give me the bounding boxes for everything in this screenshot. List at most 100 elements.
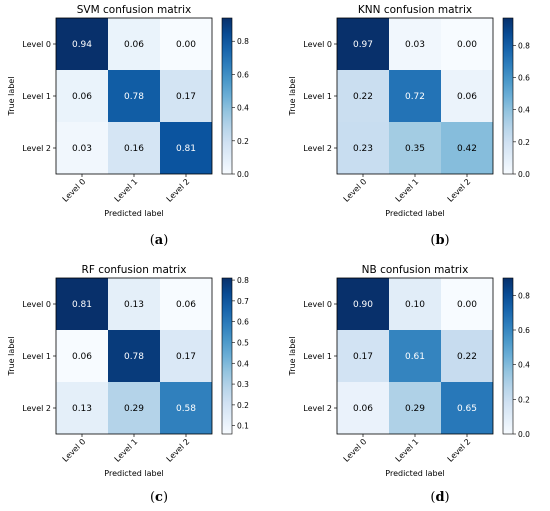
heatmap-cell-r0-c2 [160,278,212,330]
heatmap-cell-r0-c0 [337,18,389,70]
colorbar [502,17,514,175]
cell-value-label-r2-c0: 0.06 [353,404,373,414]
cell-value-label-r1-c2: 0.17 [176,352,196,362]
heatmap-cell-r0-c2 [441,18,493,70]
x-tick-label-0: Level 0 [61,177,88,204]
chart-title: SVM confusion matrix [77,4,191,16]
x-tick-label-2: Level 2 [165,437,192,464]
y-tick-label-0: Level 0 [22,40,51,49]
heatmap-cell-r2-c0 [56,382,108,434]
heatmap-cell-r1-c2 [160,330,212,382]
caption-close-paren: ) [445,233,450,248]
cell-value-label-r2-c1: 0.16 [124,144,144,154]
colorbar-tick-label-2: 0.4 [518,106,530,115]
colorbar-tick-label-1: 0.2 [237,401,249,410]
cell-value-label-r1-c0: 0.06 [72,352,92,362]
x-tick-label-2: Level 2 [165,177,192,204]
x-tick-label-1: Level 1 [113,177,140,204]
heatmap-cell-r1-c0 [337,330,389,382]
heatmap-cell-r1-c1 [108,330,160,382]
heatmap-cell-r1-c0 [56,70,108,122]
cell-value-label-r2-c2: 0.42 [457,144,477,154]
cell-value-label-r2-c2: 0.58 [176,404,196,414]
y-tick-label-2: Level 2 [303,144,332,153]
heatmap-cell-r0-c1 [389,278,441,330]
cell-value-label-r1-c2: 0.17 [176,92,196,102]
caption-open-paren: ( [430,490,435,505]
colorbar [221,17,233,175]
x-axis-label: Predicted label [104,469,163,478]
cell-value-label-r1-c1: 0.61 [405,352,425,362]
heatmap-cell-r2-c1 [389,382,441,434]
colorbar-tick-label-6: 0.7 [237,297,249,306]
heatmap-cell-r2-c0 [337,122,389,174]
caption-close-paren: ) [163,490,168,505]
caption-letter: c [155,490,163,505]
confusion-matrix-panel-a: SVM confusion matrix 0.94 0.06 0.00 0.06 0.78… [7,4,249,248]
colorbar-tick-label-2: 0.3 [237,380,249,389]
heatmap-cell-r2-c1 [108,122,160,174]
colorbar-tick-label-0: 0.0 [518,170,530,179]
colorbar-tick-label-2: 0.4 [237,104,249,113]
heatmap-cell-r2-c0 [56,122,108,174]
cell-value-label-r0-c0: 0.81 [72,300,92,310]
x-axis-label: Predicted label [104,209,163,218]
colorbar-tick-label-4: 0.8 [518,41,530,50]
x-tick-label-0: Level 0 [342,177,369,204]
confusion-matrix-panel-b: KNN confusion matrix 0.97 0.03 0.00 0.22 0.72… [288,4,530,248]
y-tick-label-0: Level 0 [303,300,332,309]
y-axis-label: True label [288,337,297,377]
caption-close-paren: ) [163,233,168,248]
colorbar-tick-label-4: 0.8 [237,37,249,46]
cell-value-label-r0-c0: 0.94 [72,40,92,50]
colorbar-tick-label-1: 0.2 [518,395,530,404]
heatmap-cell-r0-c1 [108,278,160,330]
x-tick-label-1: Level 1 [394,177,421,204]
confusion-matrix-panel-c: RF confusion matrix 0.81 0.13 0.06 0.06 0.78 0… [7,264,249,505]
heatmap-cell-r2-c1 [389,122,441,174]
heatmap-cell-r0-c0 [56,18,108,70]
heatmap-cell-r1-c0 [337,70,389,122]
y-tick-label-2: Level 2 [22,404,51,413]
panel-caption: (d) [430,490,449,505]
colorbar-tick-label-4: 0.8 [518,291,530,300]
chart-title: NB confusion matrix [362,264,469,276]
y-tick-label-1: Level 1 [303,352,332,361]
y-tick-label-1: Level 1 [22,92,51,101]
caption-close-paren: ) [445,490,450,505]
cell-value-label-r1-c1: 0.72 [405,92,425,102]
cell-value-label-r0-c2: 0.00 [457,40,477,50]
y-axis-label: True label [7,77,16,117]
colorbar-tick-label-3: 0.6 [237,70,249,79]
caption-open-paren: ( [430,233,435,248]
caption-letter: b [435,233,444,248]
heatmap-cell-r0-c0 [337,278,389,330]
x-axis-label: Predicted label [385,469,444,478]
cell-value-label-r0-c1: 0.06 [124,40,144,50]
colorbar-tick-label-7: 0.8 [237,276,249,285]
cell-value-label-r0-c0: 0.97 [353,40,373,50]
y-tick-label-2: Level 2 [22,144,51,153]
x-tick-label-0: Level 0 [61,437,88,464]
caption-open-paren: ( [150,233,155,248]
cell-value-label-r2-c1: 0.29 [405,404,425,414]
heatmap-cell-r0-c0 [56,278,108,330]
cell-value-label-r1-c2: 0.22 [457,352,477,362]
colorbar-tick-label-0: 0.0 [237,170,249,179]
cell-value-label-r1-c0: 0.17 [353,352,373,362]
cell-value-label-r1-c1: 0.78 [124,92,144,102]
x-axis-label: Predicted label [385,209,444,218]
cell-value-label-r2-c0: 0.23 [353,144,373,154]
y-tick-label-1: Level 1 [303,92,332,101]
cell-value-label-r2-c1: 0.29 [124,404,144,414]
colorbar [502,277,514,435]
y-tick-label-0: Level 0 [22,300,51,309]
x-tick-label-2: Level 2 [446,177,473,204]
colorbar-tick-label-4: 0.5 [237,338,249,347]
colorbar-tick-label-1: 0.2 [518,138,530,147]
cell-value-label-r0-c2: 0.00 [457,300,477,310]
heatmap-cell-r1-c2 [441,70,493,122]
colorbar-tick-label-0: 0.1 [237,422,249,431]
cell-value-label-r0-c1: 0.13 [124,300,144,310]
cell-value-label-r0-c2: 0.00 [176,40,196,50]
